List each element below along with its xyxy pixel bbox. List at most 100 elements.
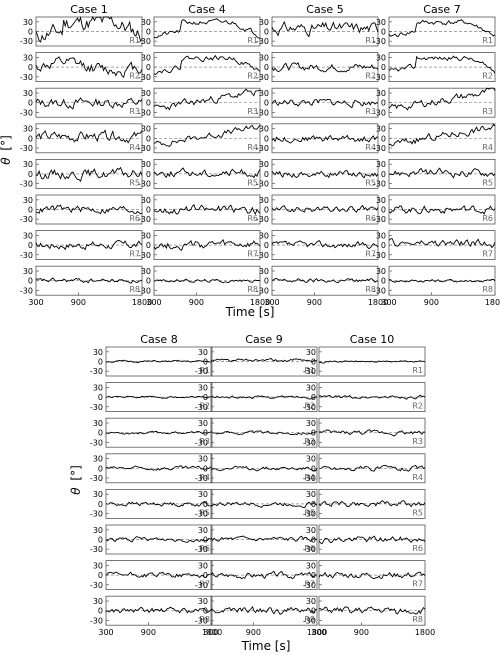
- series-line-r7: [105, 571, 213, 579]
- y-tick-label: 30: [259, 125, 269, 134]
- case-5-panel-r6: R6 300-30: [256, 194, 379, 225]
- case-title: Case 9: [245, 333, 282, 346]
- series-line-r5: [105, 501, 213, 508]
- y-tick-label: 30: [93, 597, 103, 606]
- y-tick-label: -30: [138, 286, 151, 295]
- series-line-r5: [210, 501, 318, 509]
- y-tick-label: -30: [256, 215, 269, 224]
- y-tick-label: 0: [28, 99, 33, 108]
- series-label: R3: [482, 107, 493, 116]
- series-label: R3: [247, 107, 258, 116]
- series-label: R6: [129, 214, 140, 223]
- case-title: Case 1: [70, 3, 107, 16]
- y-tick-label: 30: [259, 18, 269, 27]
- case-4-panel-r1: R1 300-30 Case 4: [138, 3, 261, 47]
- y-tick-label: 0: [203, 393, 208, 402]
- y-tick-label: 0: [203, 464, 208, 473]
- case-title: Case 5: [306, 3, 343, 16]
- y-tick-label: 30: [306, 526, 316, 535]
- y-tick-label: 30: [198, 455, 208, 464]
- y-tick-label: 0: [98, 536, 103, 545]
- case-1-panel-r6: R6 300-30: [20, 194, 143, 225]
- y-tick-label: 0: [98, 429, 103, 438]
- case-title: Case 10: [350, 333, 394, 346]
- series-line-r2: [388, 55, 496, 74]
- series-line-r8: [105, 606, 213, 614]
- series-line-r1: [35, 15, 143, 43]
- series-line-r2: [153, 54, 261, 76]
- x-tick-label: 900: [246, 628, 261, 637]
- series-line-r1: [153, 18, 261, 39]
- y-tick-label: 0: [381, 63, 386, 72]
- y-tick-label: 30: [376, 125, 386, 134]
- y-tick-label: 0: [98, 500, 103, 509]
- series-line-r7: [388, 238, 496, 249]
- y-tick-label: 30: [306, 383, 316, 392]
- y-tick-label: 30: [23, 53, 33, 62]
- x-tick-label: 300: [98, 628, 113, 637]
- y-tick-label: 0: [381, 28, 386, 37]
- series-line-r3: [153, 88, 261, 111]
- y-tick-label: 0: [311, 500, 316, 509]
- series-line-r1: [210, 357, 318, 363]
- series-label: R6: [304, 544, 315, 553]
- y-tick-label: 30: [23, 89, 33, 98]
- y-tick-label: -30: [303, 403, 316, 412]
- y-tick-label: -30: [303, 581, 316, 590]
- series-line-r5: [388, 167, 496, 179]
- y-tick-label: -30: [90, 616, 103, 625]
- y-tick-label: 30: [198, 597, 208, 606]
- y-tick-label: -30: [195, 545, 208, 554]
- y-tick-label: 30: [259, 196, 269, 205]
- x-axis-label-bottom: Time [s]: [241, 639, 291, 653]
- case-4-panel-r2: R2 300-30: [138, 52, 261, 82]
- series-label: R6: [412, 544, 423, 553]
- y-tick-label: 30: [259, 160, 269, 169]
- y-tick-label: -30: [90, 367, 103, 376]
- case-10-panel-r2: R2 300-30: [303, 382, 426, 413]
- series-label: R7: [304, 580, 315, 589]
- y-tick-label: 0: [203, 607, 208, 616]
- y-tick-label: 30: [141, 89, 151, 98]
- series-label: R6: [482, 214, 493, 223]
- y-tick-label: -30: [20, 215, 33, 224]
- x-tick-label: 1800: [415, 628, 435, 637]
- x-tick-label: 900: [189, 298, 204, 307]
- case-5-panel-r7: R7 300-30: [256, 230, 379, 261]
- y-tick-label: 30: [198, 348, 208, 357]
- x-tick-label: 1800: [132, 298, 152, 307]
- y-tick-label: 30: [259, 53, 269, 62]
- series-label: R8: [412, 615, 423, 624]
- y-tick-label: 0: [311, 358, 316, 367]
- y-tick-label: 0: [98, 464, 103, 473]
- series-label: R4: [199, 473, 210, 482]
- series-line-r5: [153, 167, 261, 179]
- y-tick-label: 0: [28, 206, 33, 215]
- y-tick-label: 0: [146, 277, 151, 286]
- series-label: R5: [482, 178, 493, 187]
- series-label: R2: [365, 72, 376, 81]
- y-tick-label: 0: [28, 28, 33, 37]
- y-tick-label: 30: [23, 125, 33, 134]
- y-tick-label: 30: [141, 196, 151, 205]
- y-tick-label: -30: [20, 286, 33, 295]
- series-label: R3: [365, 107, 376, 116]
- y-tick-label: -30: [373, 73, 386, 82]
- series-line-r1: [388, 19, 496, 38]
- y-tick-label: 0: [146, 134, 151, 143]
- y-tick-label: -30: [20, 144, 33, 153]
- series-label: R5: [304, 508, 315, 517]
- series-label: R4: [247, 143, 258, 152]
- y-tick-label: -30: [20, 73, 33, 82]
- series-label: R8: [365, 285, 376, 294]
- series-label: R4: [365, 143, 376, 152]
- series-label: R5: [247, 178, 258, 187]
- series-label: R4: [482, 143, 493, 152]
